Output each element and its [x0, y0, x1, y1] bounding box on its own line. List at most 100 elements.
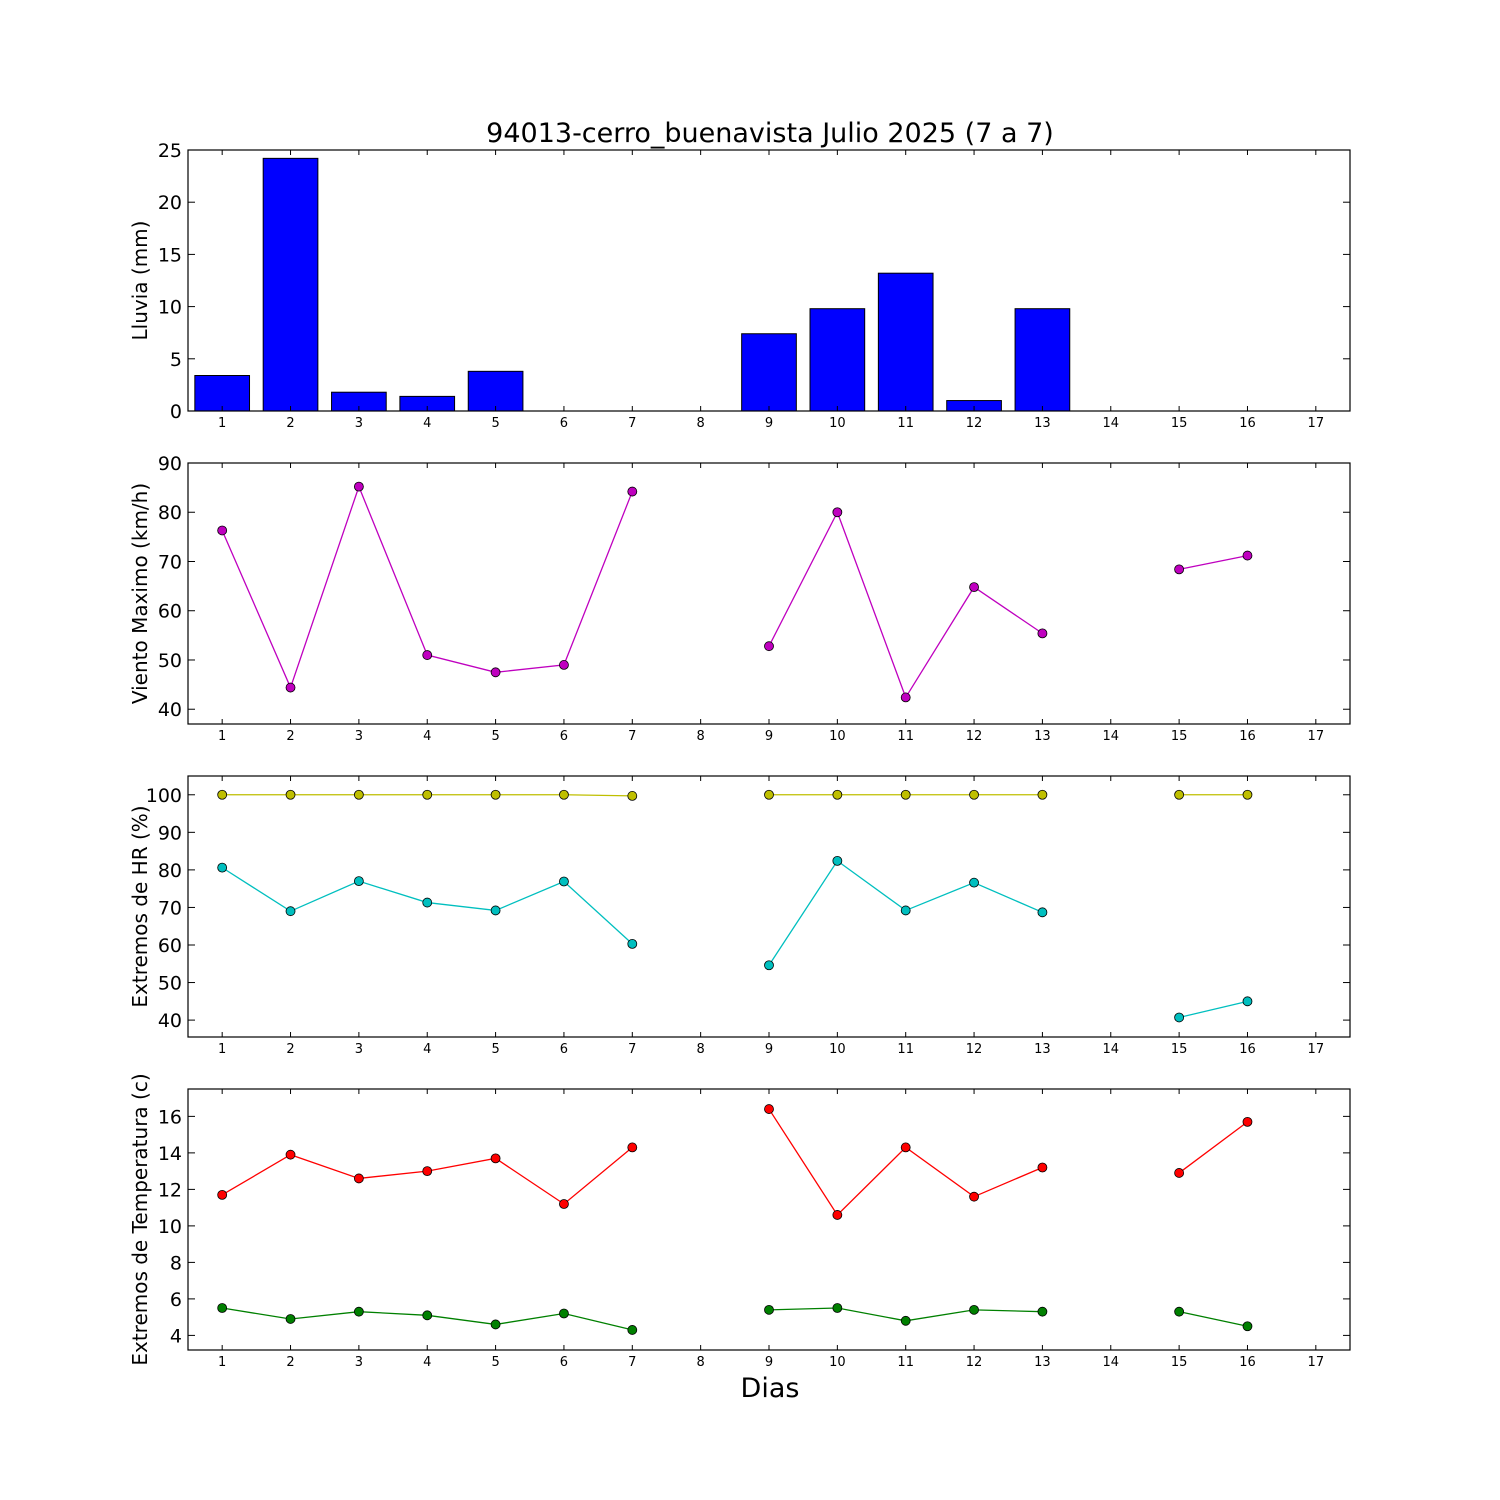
- temperature-x-tick-label: 7: [628, 1355, 636, 1370]
- wind-x-tick-label: 2: [286, 729, 294, 744]
- rain-x-tick-label: 17: [1308, 416, 1325, 431]
- temperature-y-tick-label: 10: [158, 1216, 182, 1238]
- wind-y-tick-label: 40: [158, 699, 182, 721]
- temperature-series-0-point-day-13: [1037, 1162, 1048, 1173]
- temperature-x-tick-label: 10: [829, 1355, 846, 1370]
- humidity-series-1-point-day-2: [285, 906, 296, 917]
- wind-y-tick-label: 70: [158, 551, 182, 573]
- chart-title: 94013-cerro_buenavista Julio 2025 (7 a 7…: [486, 118, 1054, 149]
- wind-series-0-point-day-1: [217, 525, 228, 536]
- humidity-series-1-point-day-6: [559, 876, 569, 887]
- humidity-series-1-point-day-1: [217, 862, 228, 873]
- humidity-series-1-point-day-9: [764, 960, 774, 971]
- rain-bar-day-10: [809, 308, 866, 412]
- temperature-series-1-point-day-2: [285, 1314, 296, 1324]
- wind-x-tick-label: 10: [829, 729, 846, 744]
- temperature-x-tick-label: 8: [697, 1355, 705, 1370]
- humidity-series-1-point-day-5: [490, 905, 501, 916]
- temperature-series-1-point-day-11: [900, 1315, 911, 1326]
- rain-y-tick-label: 10: [158, 297, 182, 319]
- humidity-series-0-point-day-6: [559, 789, 569, 800]
- temperature-x-tick-label: 2: [286, 1355, 294, 1370]
- humidity-x-tick-label: 3: [355, 1042, 363, 1057]
- wind-series-0-line-1: [768, 510, 1043, 699]
- temperature-y-tick-label: 6: [170, 1289, 182, 1311]
- wind-x-tick-label: 1: [218, 729, 226, 744]
- wind-x-tick-label: 4: [423, 729, 431, 744]
- wind-series-0-point-day-15: [1174, 564, 1185, 575]
- temperature-series-0-line-2: [1178, 1121, 1248, 1174]
- humidity-series-1-point-day-4: [422, 897, 433, 908]
- rain-x-tick-label: 13: [1034, 416, 1051, 431]
- temperature-series-0-point-day-16: [1242, 1116, 1253, 1127]
- temperature-x-tick-label: 16: [1239, 1355, 1256, 1370]
- humidity-series-1-point-day-15: [1174, 1012, 1185, 1023]
- wind-y-axis-label: Viento Maximo (km/h): [128, 483, 152, 704]
- temperature-series-1-point-day-13: [1037, 1306, 1048, 1317]
- wind-x-tick-label: 16: [1239, 729, 1256, 744]
- rain-x-tick-label: 12: [966, 416, 983, 431]
- temperature-series-0-point-day-6: [559, 1199, 569, 1209]
- wind-series-0-line-2: [1178, 554, 1248, 571]
- temperature-y-tick-label: 16: [158, 1106, 182, 1128]
- humidity-x-tick-label: 15: [1171, 1042, 1188, 1057]
- temperature-y-tick-label: 4: [170, 1325, 182, 1347]
- humidity-y-tick-label: 60: [158, 935, 182, 957]
- plot-frame-wind: [187, 462, 1351, 725]
- chart-panels: 1 2 3 4 5 6 7 8 9 10 11 12 13 14 15 16 170510152025Lluvi…: [128, 140, 1351, 1370]
- humidity-x-tick-label: 12: [966, 1042, 983, 1057]
- temperature-x-tick-label: 13: [1034, 1355, 1051, 1370]
- temperature-x-tick-label: 12: [966, 1355, 983, 1370]
- wind-series-0-point-day-5: [490, 667, 501, 678]
- humidity-x-tick-label: 2: [286, 1042, 294, 1057]
- wind-x-tick-label: 17: [1308, 729, 1325, 744]
- humidity-series-0-point-day-5: [490, 789, 501, 800]
- humidity-series-1-point-day-3: [353, 876, 364, 887]
- wind-series-0-point-day-12: [969, 582, 979, 592]
- humidity-series-0-point-day-4: [422, 789, 433, 800]
- rain-x-tick-label: 14: [1102, 416, 1119, 431]
- wind-y-tick-label: 60: [158, 601, 182, 623]
- rain-y-tick-label: 25: [158, 140, 182, 162]
- humidity-series-0-point-day-15: [1174, 789, 1185, 800]
- wind-series-0-point-day-7: [627, 486, 638, 497]
- panel-humidity: 1 2 3 4 5 6 7 8 9 10 11 12 13 14 15 16 17405060708090100…: [128, 775, 1351, 1057]
- wind-x-tick-label: 12: [966, 729, 983, 744]
- temperature-y-tick-label: 14: [158, 1143, 182, 1165]
- temperature-series-1-point-day-7: [627, 1325, 638, 1335]
- temperature-series-1-point-day-15: [1174, 1306, 1185, 1317]
- wind-x-tick-label: 7: [628, 729, 636, 744]
- wind-series-0-point-day-10: [832, 507, 843, 518]
- temperature-series-1-point-day-16: [1242, 1321, 1253, 1332]
- temperature-x-tick-label: 6: [560, 1355, 568, 1370]
- humidity-x-tick-label: 7: [628, 1042, 636, 1057]
- humidity-series-1-point-day-7: [627, 938, 638, 949]
- temperature-x-tick-label: 1: [218, 1355, 226, 1370]
- humidity-y-tick-label: 90: [158, 822, 182, 844]
- wind-series-0-point-day-3: [353, 481, 364, 492]
- temperature-series-0-line-1: [768, 1108, 1043, 1216]
- temperature-series-0-point-day-12: [969, 1191, 979, 1202]
- temperature-x-tick-label: 5: [491, 1355, 499, 1370]
- rain-bar-day-1: [194, 375, 251, 412]
- humidity-series-1-line-2: [1178, 1000, 1248, 1019]
- rain-x-tick-label: 9: [765, 416, 773, 431]
- humidity-x-tick-label: 10: [829, 1042, 846, 1057]
- humidity-series-0-point-day-10: [832, 789, 843, 800]
- temperature-series-0-point-day-5: [490, 1153, 501, 1164]
- rain-bar-day-13: [1014, 308, 1071, 412]
- rain-x-tick-label: 10: [829, 416, 846, 431]
- temperature-series-0-point-day-3: [353, 1173, 364, 1184]
- temperature-y-tick-label: 8: [170, 1252, 182, 1274]
- humidity-y-tick-label: 50: [158, 973, 182, 995]
- rain-x-tick-label: 3: [355, 416, 363, 431]
- humidity-x-tick-label: 16: [1239, 1042, 1256, 1057]
- humidity-series-0-point-day-13: [1037, 789, 1048, 800]
- rain-x-tick-label: 7: [628, 416, 636, 431]
- humidity-x-tick-label: 6: [560, 1042, 568, 1057]
- rain-bar-day-5: [467, 370, 524, 412]
- wind-series-0-point-day-11: [900, 692, 911, 703]
- temperature-x-tick-label: 11: [897, 1355, 914, 1370]
- temperature-y-axis-label: Extremos de Temperatura (c): [128, 1073, 152, 1365]
